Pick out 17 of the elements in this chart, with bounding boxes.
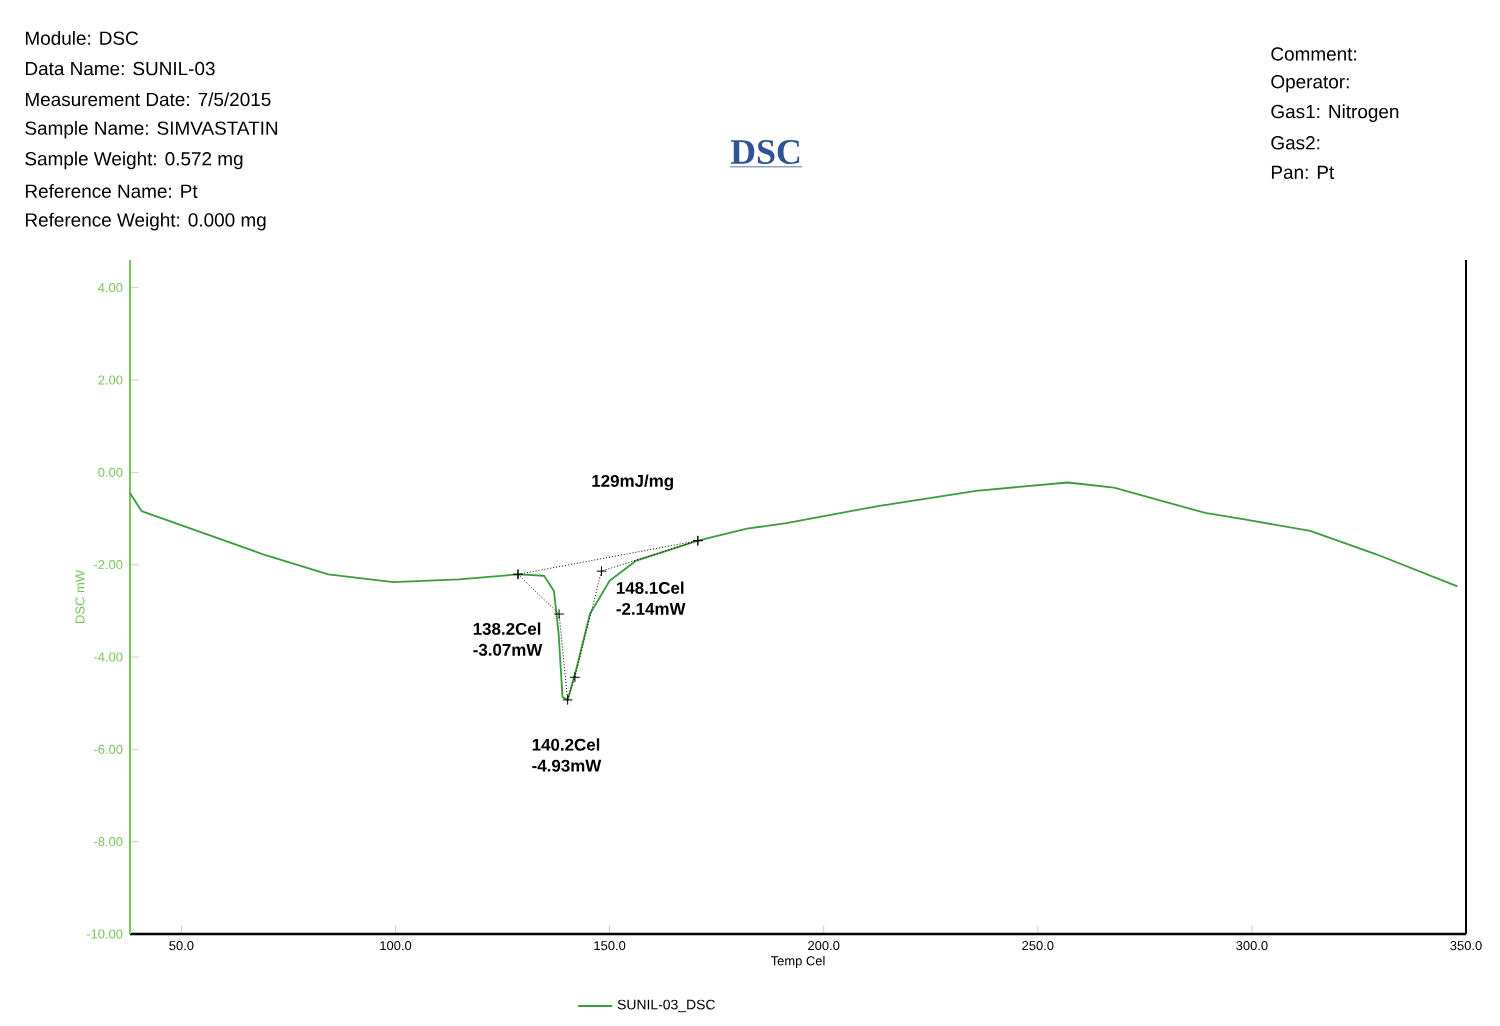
text: Reference Name: Pt — [25, 184, 198, 198]
text: Data Name: SUNIL-03 — [25, 61, 215, 76]
text: Pan: Pt — [1271, 165, 1335, 179]
text: Gas1: Nitrogen — [1271, 104, 1399, 123]
text: Module: DSC — [25, 31, 139, 45]
text: Sample Name: SIMVASTATIN — [25, 120, 278, 139]
text: Reference Weight: 0.000 mg — [25, 212, 266, 231]
text: Measurement Date: 7/5/2015 — [25, 92, 271, 107]
chart-title: DSC — [730, 139, 800, 165]
annotation: 138.2Cel -3.07mW — [473, 622, 543, 656]
text: Operator: — [1271, 75, 1349, 93]
annotation: 148.1Cel -2.14mW — [616, 581, 686, 615]
text: Gas2: — [1271, 136, 1320, 150]
annotation: 140.2Cel -4.93mW — [532, 738, 602, 772]
text: Sample Weight: 0.572 mg — [25, 151, 243, 170]
text: Comment: — [1271, 47, 1356, 61]
annotation: 129mJ/mg — [592, 474, 673, 491]
